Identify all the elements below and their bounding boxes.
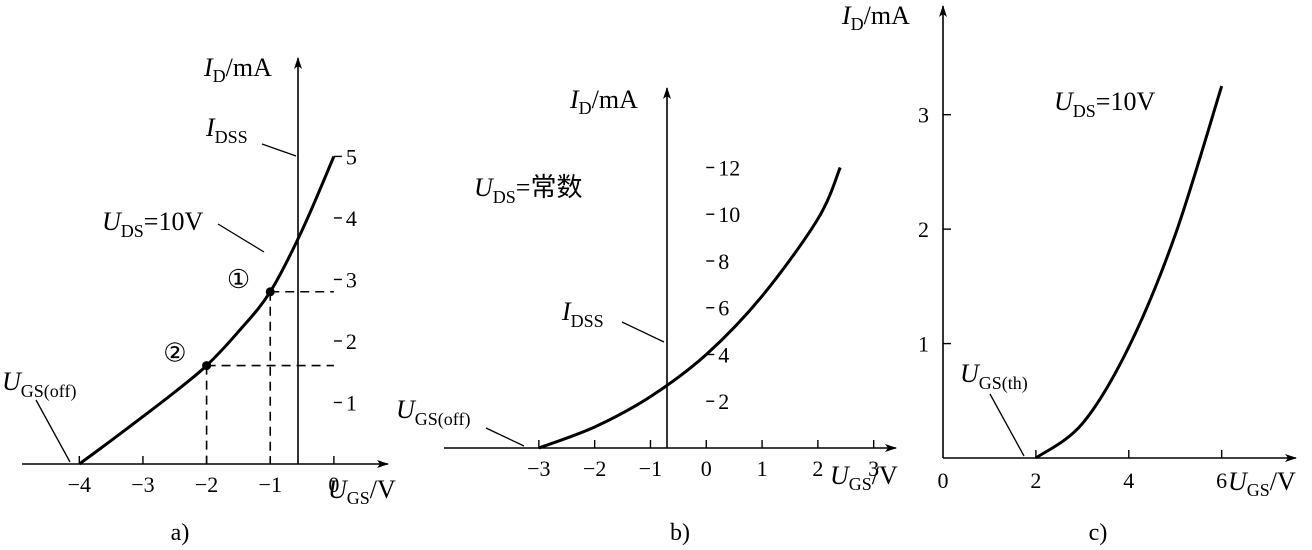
panel-b-idss-label: IDSS — [561, 297, 604, 331]
panel-a-ytick-label-3: 4 — [346, 206, 357, 231]
panel-a-xtick-label-4: 0 — [328, 472, 339, 497]
panel-b-xtick-label-0: −3 — [527, 456, 550, 481]
panel-a-ytick-label-4: 5 — [346, 144, 357, 169]
panel-b-x-label: UGS/V — [830, 461, 898, 494]
panel-b-transfer-curve — [538, 166, 842, 450]
panel-b-off-leader — [485, 427, 525, 447]
panel-c-xtick-label-0: 0 — [938, 468, 949, 493]
panel-c-transfer-curve — [1035, 85, 1224, 460]
panel-b-caption: b) — [670, 520, 690, 546]
panel-c-ytick-label-0: 1 — [918, 332, 929, 357]
panel-a-y-label: ID/mA — [203, 53, 272, 86]
panel-c-uds-label: UDS=10V — [1054, 87, 1155, 121]
panel-b-xtick-label-6: 3 — [868, 456, 879, 481]
panel-b-y-label: ID/mA — [569, 85, 638, 118]
panel-a-point-1 — [202, 361, 212, 371]
panel-a-idss-leader — [261, 143, 297, 157]
panel-b-off-label: UGS(off) — [396, 395, 470, 430]
panel-c-caption: c) — [1089, 520, 1108, 546]
panel-b-ytick-label-4: 10 — [718, 202, 740, 227]
panel-a-point-label-1: ② — [163, 339, 186, 368]
panel-b-ytick-label-5: 12 — [718, 155, 740, 180]
panel-b-ytick-label-1: 4 — [718, 342, 729, 367]
panel-b-xtick-label-4: 1 — [757, 456, 768, 481]
panel-a-ytick-label-0: 1 — [346, 390, 357, 415]
panel-a: −4 −3 −2 −1 0 1 2 3 4 5 ① ② ID/mA UGS/V IDSS UDS=… — [2, 53, 396, 546]
panel-b-ytick-label-0: 2 — [718, 389, 729, 414]
panel-c-xtick-label-1: 2 — [1030, 468, 1041, 493]
panel-c-ytick-label-1: 2 — [918, 217, 929, 242]
panel-b-ytick-label-2: 6 — [718, 296, 729, 321]
panel-a-off-label: UGS(off) — [2, 367, 76, 402]
panel-b-uds-label: UDS=常数 — [474, 173, 582, 207]
panel-c-xtick-label-2: 4 — [1123, 468, 1134, 493]
panel-c-x-label: UGS/V — [1228, 467, 1296, 500]
panel-c-y-label: ID/mA — [841, 1, 910, 34]
panel-c-xtick-label-3: 6 — [1216, 468, 1227, 493]
panel-b-xtick-label-5: 2 — [812, 456, 823, 481]
panel-a-xtick-label-3: −1 — [259, 472, 282, 497]
panel-a-x-label: UGS/V — [328, 475, 396, 508]
panel-a-uds-leader — [217, 223, 265, 253]
panel-a-caption: a) — [171, 520, 190, 546]
panel-a-xtick-label-2: −2 — [195, 472, 218, 497]
panel-a-idss-label: IDSS — [205, 113, 248, 147]
panel-a-ytick-label-2: 3 — [346, 267, 357, 292]
panel-c-th-label: UGS(th) — [960, 359, 1028, 394]
panel-a-point-0 — [265, 287, 275, 297]
panel-a-xtick-label-0: −4 — [68, 472, 91, 497]
panel-c: 0 2 4 6 1 2 3 ID/mA UGS/V UDS=10V UGS(th) c) — [841, 1, 1297, 546]
panel-b-idss-leader — [621, 321, 665, 343]
panel-b-xtick-label-1: −2 — [583, 456, 606, 481]
panel-a-uds-label: UDS=10V — [102, 207, 203, 241]
panel-a-point-label-0: ① — [227, 265, 250, 294]
panel-a-ytick-label-1: 2 — [346, 329, 357, 354]
panel-a-xtick-label-1: −3 — [131, 472, 154, 497]
panel-c-ytick-label-2: 3 — [918, 103, 929, 128]
panel-c-th-leader — [989, 393, 1025, 457]
panel-a-off-leader — [35, 399, 71, 463]
panel-b-xtick-label-2: −1 — [639, 456, 662, 481]
panel-b-ytick-label-3: 8 — [718, 249, 729, 274]
panel-b-xtick-label-3: 0 — [701, 456, 712, 481]
